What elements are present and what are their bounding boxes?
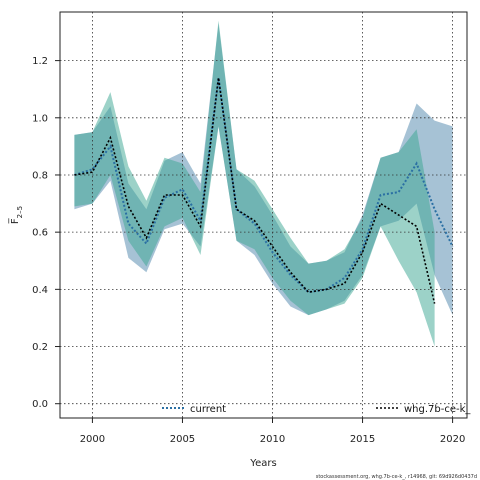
svg-text:F̅2–5: F̅2–5 bbox=[8, 206, 24, 224]
legend-item-whg: whg.7b-ce-k_ bbox=[376, 404, 471, 415]
x-tick-label: 2020 bbox=[440, 434, 465, 445]
legend-item-current: current bbox=[162, 404, 226, 415]
axis-ticks: 2000 2005 2010 2015 2020 0.0 0.2 0.4 0.6 0.8 1.0 1.… bbox=[32, 56, 465, 445]
y-axis-label-main: F̅ bbox=[8, 217, 21, 224]
y-tick-label: 0.0 bbox=[32, 399, 48, 410]
footer-credit: stockassessment.org, whg.7b-ce-k_, r1496… bbox=[316, 474, 477, 480]
y-tick-label: 0.2 bbox=[32, 342, 48, 353]
y-tick-label: 0.4 bbox=[32, 285, 48, 296]
confidence-band-2 bbox=[74, 20, 435, 347]
x-axis-label: Years bbox=[249, 458, 276, 469]
y-tick-label: 0.8 bbox=[32, 170, 48, 181]
y-tick-label: 1.0 bbox=[32, 113, 48, 124]
x-tick-label: 2015 bbox=[350, 434, 375, 445]
y-tick-label: 1.2 bbox=[32, 56, 48, 67]
legend-label: current bbox=[190, 404, 226, 415]
legend: current whg.7b-ce-k_ bbox=[162, 404, 471, 415]
legend-label: whg.7b-ce-k_ bbox=[404, 404, 471, 415]
x-tick-label: 2010 bbox=[260, 434, 285, 445]
y-tick-label: 0.6 bbox=[32, 228, 48, 239]
x-tick-label: 2005 bbox=[170, 434, 195, 445]
uncertainty-bands bbox=[74, 20, 453, 347]
x-tick-label: 2000 bbox=[80, 434, 105, 445]
y-axis-label: F̅2–5 bbox=[8, 206, 24, 224]
series-lines bbox=[74, 77, 454, 304]
series-line-2 bbox=[74, 77, 436, 304]
y-axis-label-sub: 2–5 bbox=[16, 206, 24, 218]
plot-frame bbox=[59, 11, 468, 419]
series-line-1 bbox=[74, 77, 454, 294]
